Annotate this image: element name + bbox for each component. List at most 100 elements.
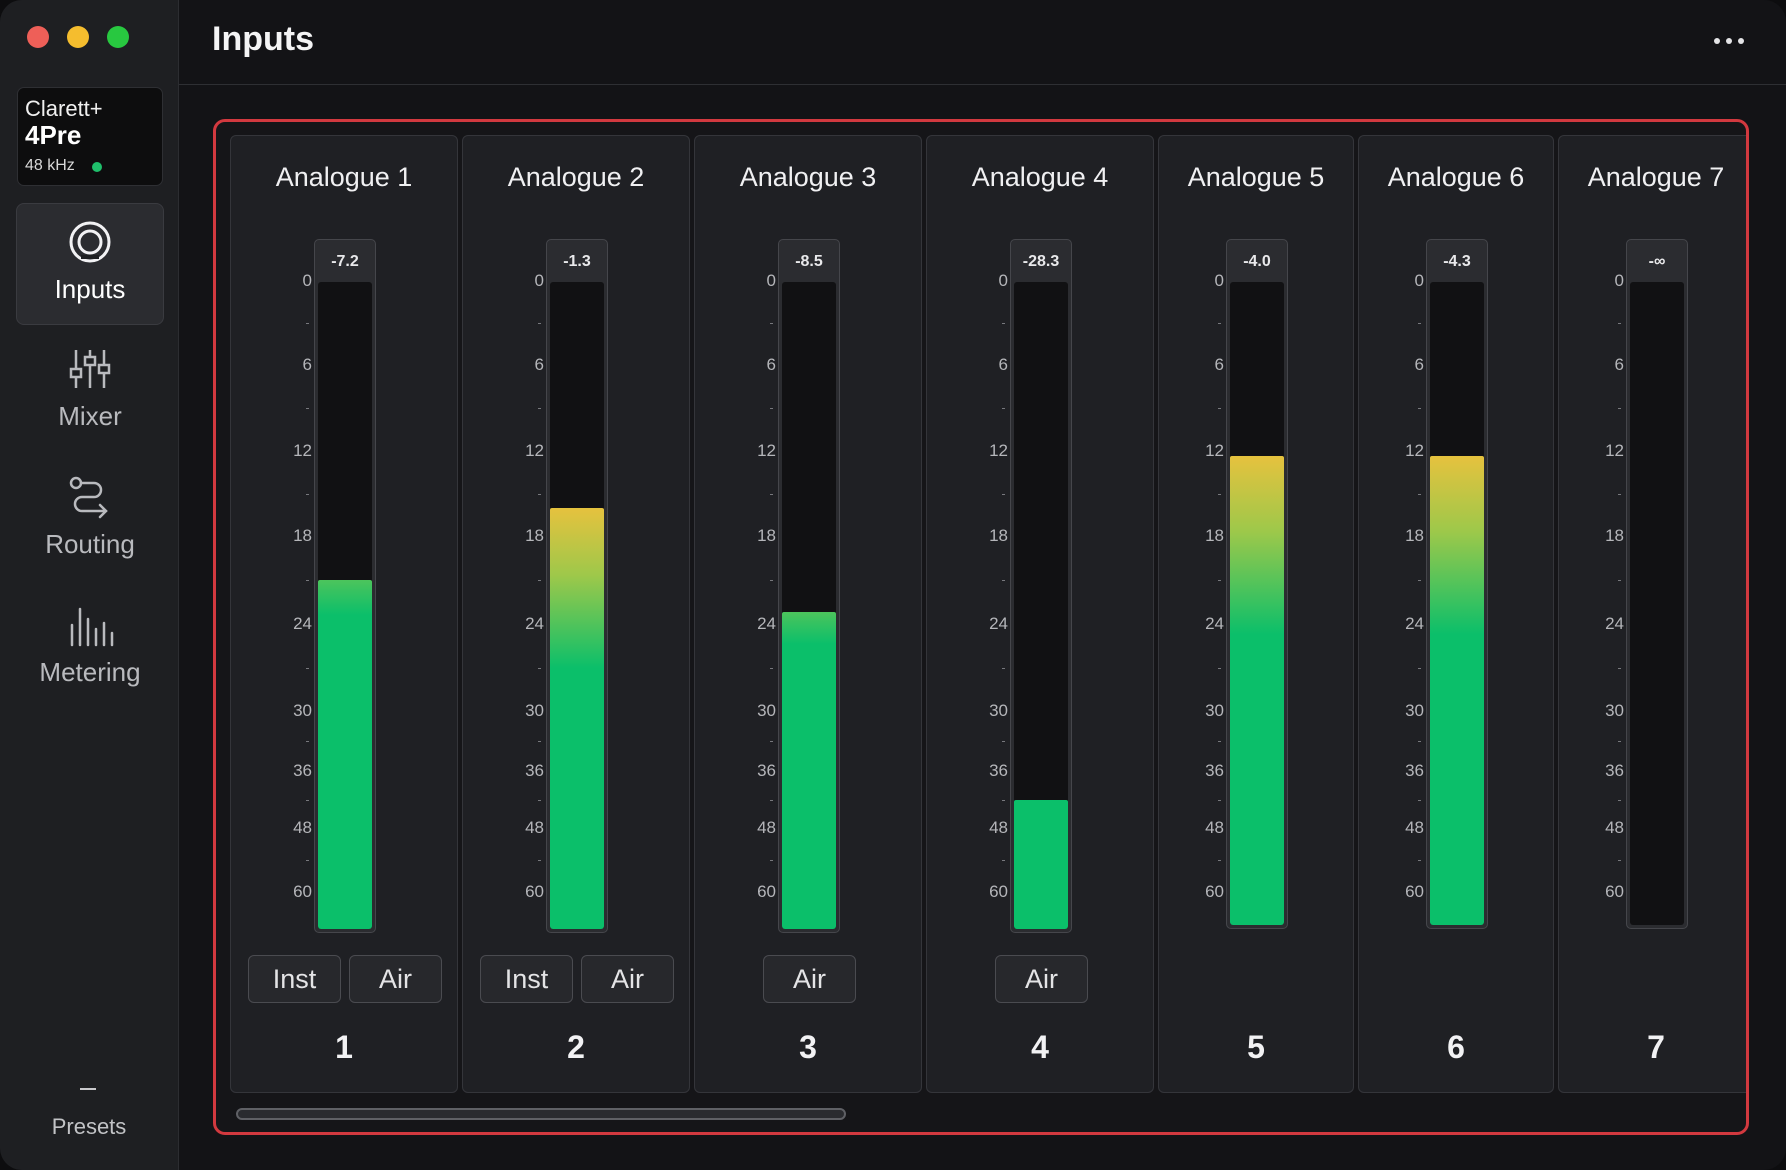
db-minor-tick [306,667,309,669]
db-scale-label: 24 [989,614,1008,633]
air-toggle-button[interactable]: Air [995,955,1088,1003]
channel-name: Analogue 1 [275,162,413,192]
db-scale-label: 12 [525,441,544,460]
db-scale-label: 24 [1205,614,1224,633]
device-card[interactable]: Clarett+ 4Pre 48 kHz [17,87,163,186]
channel-strip: Analogue 5 0 6 12 18 24 30 36 48 60 -4.0 5 [1158,135,1354,1093]
db-minor-tick [1002,667,1005,669]
close-window-button[interactable] [27,26,49,48]
channel-number: 4 [1031,1029,1049,1065]
meter-level-fill [1230,455,1284,925]
db-scale-label: 30 [525,701,544,720]
db-scale-label: 18 [989,526,1008,545]
db-minor-tick [1002,323,1005,324]
db-minor-tick [538,860,541,861]
db-scale-label: 18 [757,526,776,545]
db-scale-label: 60 [989,882,1008,901]
db-minor-tick [306,580,309,581]
db-minor-tick [1218,408,1221,409]
db-scale-label: 36 [1605,761,1624,780]
air-toggle-button[interactable]: Air [581,955,674,1003]
db-minor-tick [770,667,773,669]
meter-track [550,282,604,929]
level-meter: -4.0 [1226,239,1288,929]
db-minor-tick [1218,493,1221,495]
db-minor-tick [538,493,541,495]
db-scale-label: 48 [525,818,544,837]
channel-name: Analogue 2 [507,162,645,192]
db-scale-label: 60 [293,882,312,901]
db-scale-label: 6 [534,355,544,374]
db-minor-tick [1002,741,1005,742]
db-scale-label: 30 [989,701,1008,720]
sidebar-item-metering[interactable]: Metering [16,586,164,708]
channel-number: 6 [1447,1029,1465,1065]
peak-readout[interactable]: -7.2 [331,253,359,270]
channel-name: Analogue 7 [1587,162,1725,192]
channel-strip: Analogue 3 0 6 12 18 24 30 36 48 60 -8.5 Air 3 [694,135,922,1093]
inst-toggle-button[interactable]: Inst [248,955,341,1003]
db-scale-label: 30 [1605,701,1624,720]
db-scale-label: 18 [1405,526,1424,545]
zoom-window-button[interactable] [107,26,129,48]
peak-readout[interactable]: -8.5 [795,253,823,270]
db-scale-label: 12 [1605,441,1624,460]
db-scale-label: 12 [757,441,776,460]
peak-readout[interactable]: -28.3 [1022,253,1060,270]
more-horizontal-icon[interactable] [1712,36,1746,46]
db-scale-label: 6 [1414,355,1424,374]
meter-level-fill [1430,455,1484,925]
db-minor-tick [770,580,773,581]
db-scale-label: 12 [989,441,1008,460]
channel-strip: Analogue 2 0 6 12 18 24 30 36 48 60 -1.3 Inst Air 2 [462,135,690,1093]
sidebar-item-label: Inputs [54,274,126,304]
minimize-window-button[interactable] [67,26,89,48]
meter-track [318,282,372,929]
presets-collapse-icon[interactable] [80,1088,96,1090]
sidebar-item-label: Mixer [58,401,122,431]
sidebar-item-inputs[interactable]: Inputs [16,203,164,325]
meter-level-fill [318,579,372,929]
horizontal-scrollbar[interactable] [236,1108,846,1120]
db-scale-label: 0 [302,271,312,290]
db-minor-tick [1618,408,1621,409]
inst-toggle-button[interactable]: Inst [480,955,573,1003]
peak-readout[interactable]: -4.0 [1243,253,1271,270]
meter-track [1014,282,1068,929]
sidebar-item-label: Metering [39,657,141,687]
db-scale-label: 0 [1614,271,1624,290]
meter-track [782,282,836,929]
db-scale-label: 24 [293,614,312,633]
sidebar-item-mixer[interactable]: Mixer [16,330,164,452]
db-scale-label: 36 [293,761,312,780]
presets-button[interactable]: Presets [51,1114,127,1139]
metering-bars-icon [70,607,114,647]
db-scale-label: 30 [1205,701,1224,720]
sidebar-item-routing[interactable]: Routing [16,458,164,580]
db-minor-tick [1218,741,1221,742]
db-minor-tick [1418,323,1421,324]
db-minor-tick [538,580,541,581]
db-minor-tick [1418,580,1421,581]
peak-readout[interactable]: -4.3 [1443,253,1471,270]
air-toggle-button[interactable]: Air [349,955,442,1003]
db-minor-tick [770,741,773,742]
db-minor-tick [1618,323,1621,324]
peak-readout[interactable]: -1.3 [563,253,591,270]
db-scale: 0 6 12 18 24 30 36 48 60 [272,136,312,1094]
db-scale-label: 48 [1605,818,1624,837]
db-minor-tick [1418,799,1421,801]
db-scale-label: 0 [998,271,1008,290]
peak-readout[interactable]: -∞ [1648,253,1666,270]
meter-level-fill [550,508,604,929]
db-scale-label: 36 [1405,761,1424,780]
air-toggle-button[interactable]: Air [763,955,856,1003]
db-scale-label: 6 [1614,355,1624,374]
inputs-icon [69,221,111,263]
db-minor-tick [1218,667,1221,669]
db-scale: 0 6 12 18 24 30 36 48 60 [1184,136,1224,1094]
channel-number: 1 [335,1029,353,1065]
meter-track [1230,282,1284,925]
db-scale: 0 6 12 18 24 30 36 48 60 [504,136,544,1094]
